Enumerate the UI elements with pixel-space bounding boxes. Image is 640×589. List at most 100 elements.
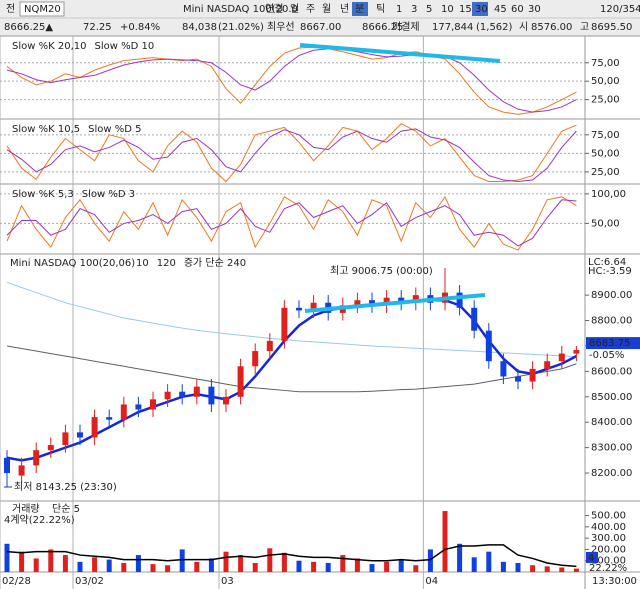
candle-body (500, 361, 507, 377)
volume-bar (369, 564, 375, 572)
legend-entry: Slow %D 5 (88, 124, 141, 135)
volume-subtitle: 4계약(22.22%) (4, 514, 75, 526)
y-tick-label: 50,00 (591, 148, 620, 159)
indicator-line (6, 345, 577, 393)
toolbar-button[interactable]: 120/3547 (600, 4, 640, 15)
volume-bar (92, 557, 98, 572)
quote-field: 시 (519, 21, 528, 33)
candle-body (544, 361, 551, 369)
y-tick-label: 8500.00 (591, 392, 632, 403)
legend-entry: Slow %D 3 (82, 189, 135, 200)
toolbar-button[interactable]: 10 (441, 4, 454, 15)
toolbar-button[interactable]: 월 (322, 3, 331, 15)
volume-bar (311, 561, 317, 572)
candle-body (485, 330, 492, 362)
legend-entry: 거래량 (12, 503, 40, 515)
chart-title: Mini NASDAQ 100(20,06) (10, 258, 135, 269)
toolbar-button[interactable]: 45 (494, 4, 507, 15)
volume-bar (281, 552, 287, 572)
toolbar-button[interactable]: 년 (340, 3, 349, 15)
y-tick-label: 500.00 (591, 511, 626, 522)
quote-field: 8695.50 (591, 22, 632, 33)
toolbar-button[interactable]: 30 (528, 4, 541, 15)
indicator-line (6, 48, 577, 113)
candle-body (33, 450, 40, 466)
volume-bar (296, 560, 302, 572)
trend-line (299, 43, 501, 63)
volume-bar (33, 558, 39, 572)
toolbar-button[interactable]: 1 (396, 4, 402, 15)
annotation: HC:-3.59 (588, 266, 632, 277)
y-tick-label: 50,00 (591, 218, 620, 229)
volume-bar (340, 555, 346, 572)
cursor-time: 13:30:00 (592, 576, 637, 587)
volume-bar (413, 565, 419, 572)
current-price-box (586, 337, 640, 350)
candle-body (398, 297, 405, 303)
current-volume-box (586, 552, 598, 563)
indicator-line (6, 281, 577, 358)
toolbar-button[interactable]: 60 (511, 4, 524, 15)
toolbar-button[interactable]: 30 (475, 4, 488, 15)
current-change: -0.05% (589, 350, 624, 361)
quote-field: 84,038 (182, 22, 217, 33)
current-price: 8683.75 (589, 338, 630, 349)
volume-bar (544, 566, 550, 572)
volume-bar (325, 562, 331, 572)
legend-entry: Slow %K 10,5 (12, 124, 80, 135)
candle-body (106, 417, 113, 420)
candle-body (164, 391, 171, 400)
y-tick-label: 100,00 (591, 189, 626, 200)
y-tick-label: 8600.00 (591, 366, 632, 377)
interval-selected (472, 2, 488, 16)
y-tick-label: 100.00 (591, 556, 626, 567)
candle-body (515, 376, 521, 382)
toolbar-button[interactable]: 15 (459, 4, 472, 15)
quote-field: 고 (580, 22, 589, 33)
y-tick-label: 8300.00 (591, 443, 632, 454)
volume-bar (442, 511, 448, 572)
candle-body (47, 445, 54, 451)
toolbar-button[interactable]: 연결 (265, 3, 283, 15)
y-tick-label: 200.00 (591, 544, 626, 555)
indicator-line (6, 199, 577, 247)
volume-bar (150, 564, 156, 572)
volume-bar (48, 549, 54, 572)
volume-bar (238, 555, 244, 572)
y-tick-label: 25,00 (591, 167, 620, 178)
volume-bar (19, 551, 25, 572)
candle-body (193, 386, 200, 397)
toolbar-button[interactable]: 일 (290, 3, 299, 15)
y-tick-label: 75,00 (591, 58, 620, 69)
volume-bar (194, 561, 200, 572)
volume-bar (121, 562, 127, 572)
y-tick-label: 8400.00 (591, 417, 632, 428)
candle-body (252, 351, 259, 367)
candle-body (77, 432, 83, 438)
y-tick-label: 8200.00 (591, 468, 632, 479)
symbol-input[interactable] (19, 1, 65, 17)
current-volume: 4 (588, 553, 594, 564)
candle-body (208, 386, 215, 405)
legend-entry: 10 (136, 258, 149, 269)
toolbar-button[interactable]: 3 (411, 4, 417, 15)
volume-bar (515, 562, 521, 572)
toolbar-button[interactable]: 주 (306, 4, 315, 15)
toolbar-button[interactable]: 5 (426, 4, 432, 15)
volume-bar (208, 558, 214, 572)
candle-body (120, 404, 127, 420)
volume-bar (179, 549, 185, 572)
volume-bar (354, 558, 360, 572)
indicator-line (6, 195, 577, 251)
toolbar-button[interactable]: 분 (355, 3, 364, 15)
toolbar-button[interactable]: 틱 (376, 3, 385, 15)
indicator-line (6, 544, 577, 568)
legend-entry: Slow %K 20,10 (12, 41, 86, 52)
toolbar-button: Mini NASDAQ 100(20.0 (183, 4, 298, 15)
candle-body (179, 391, 186, 397)
volume-bar (223, 551, 229, 572)
candle-body (383, 297, 390, 306)
volume-bar (457, 543, 463, 572)
candle-body (150, 399, 156, 410)
volume-bar (165, 565, 171, 572)
